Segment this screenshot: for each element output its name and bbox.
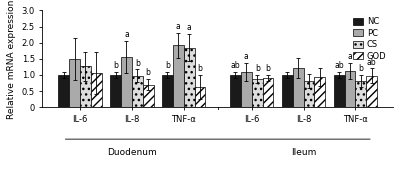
Bar [366,76,377,107]
Text: ab: ab [231,61,240,70]
Bar [110,75,121,107]
Bar [252,79,263,107]
Text: a: a [124,30,129,39]
Text: b: b [135,59,140,68]
Text: a: a [176,22,181,31]
Bar [304,81,314,107]
Text: ab: ab [367,58,376,67]
Text: ab: ab [334,62,344,70]
Bar [293,68,304,107]
Bar [241,72,252,107]
Bar [314,77,325,107]
Bar [80,66,91,107]
Bar [173,45,184,107]
Bar [91,73,102,107]
Bar [184,48,194,107]
Bar [121,57,132,107]
Bar [230,75,241,107]
Y-axis label: Relative mRNA expression: Relative mRNA expression [7,0,16,118]
Text: a: a [187,23,192,32]
Text: b: b [165,61,170,70]
Text: b: b [255,64,260,73]
Bar [162,75,173,107]
Text: a: a [244,52,249,61]
Text: b: b [146,68,150,77]
Bar [344,71,356,107]
Bar [194,87,205,107]
Text: b: b [358,64,363,73]
Text: Ileum: Ileum [291,148,316,157]
Text: b: b [266,64,270,73]
Legend: NC, PC, CS, GOD: NC, PC, CS, GOD [351,15,389,63]
Bar [143,85,154,107]
Bar [334,75,344,107]
Bar [132,76,143,107]
Text: b: b [113,62,118,70]
Text: Duodenum: Duodenum [107,148,157,157]
Text: b: b [198,64,202,73]
Bar [58,75,69,107]
Bar [282,75,293,107]
Text: a: a [348,52,352,61]
Bar [263,78,274,107]
Bar [69,59,80,107]
Bar [356,81,366,107]
